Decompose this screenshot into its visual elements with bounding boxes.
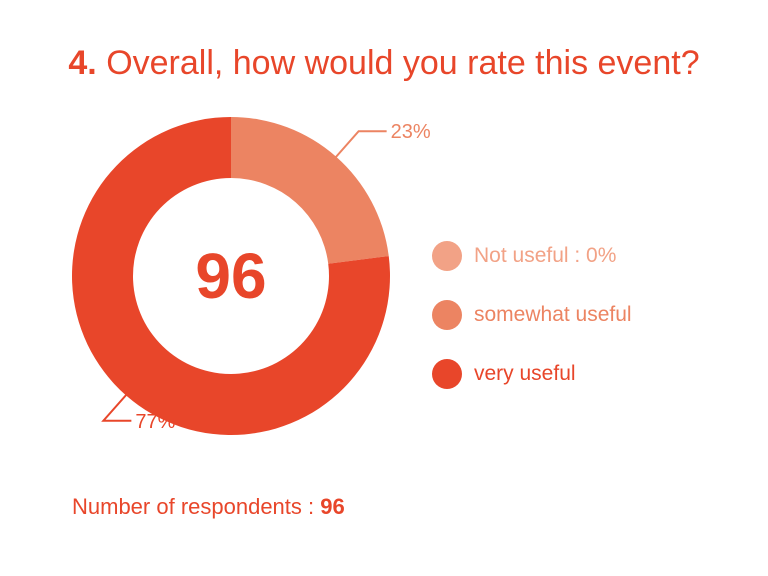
slice-somewhat-useful (231, 117, 389, 264)
legend-label: Not useful : 0% (474, 244, 617, 267)
data-label: 23% (391, 121, 431, 143)
data-label: 77% (135, 411, 175, 433)
legend-swatch (432, 359, 462, 389)
respondents-count: Number of respondents : 96 (72, 494, 345, 520)
legend-item: very useful (432, 356, 632, 392)
leader-line (101, 390, 132, 422)
chart-title: 4. Overall, how would you rate this even… (0, 44, 768, 83)
respondents-number: 96 (320, 494, 345, 519)
legend-item: somewhat useful (432, 297, 632, 333)
legend-swatch (432, 241, 462, 271)
question-text: Overall, how would you rate this event? (106, 44, 700, 82)
slice-very-useful (72, 117, 390, 435)
legend-item: Not useful : 0% (432, 238, 632, 274)
legend-swatch (432, 300, 462, 330)
chart-legend: Not useful : 0% somewhat useful very usefu… (432, 238, 632, 415)
center-label: 96 (195, 240, 266, 312)
legend-label: somewhat useful (474, 303, 632, 326)
question-number: 4. (68, 44, 97, 82)
respondents-label: Number of respondents : (72, 494, 321, 519)
legend-label: very useful (474, 362, 576, 385)
leader-line (331, 130, 387, 162)
